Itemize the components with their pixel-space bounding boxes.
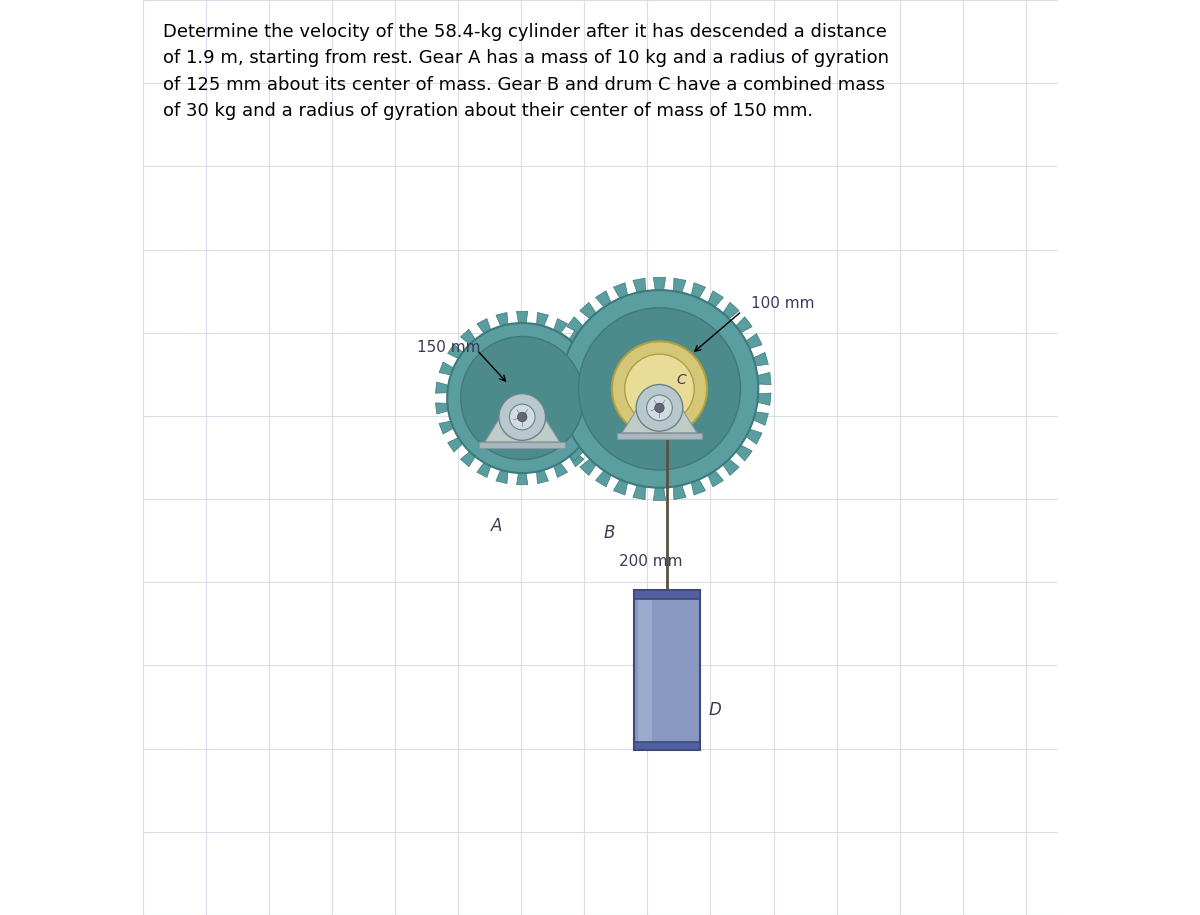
Polygon shape [553, 318, 568, 333]
Polygon shape [566, 317, 583, 333]
Polygon shape [691, 283, 706, 298]
Text: A: A [491, 517, 503, 535]
Circle shape [448, 323, 598, 473]
Polygon shape [582, 437, 596, 452]
Text: C: C [676, 372, 685, 387]
Polygon shape [595, 470, 611, 487]
Polygon shape [536, 470, 548, 484]
Polygon shape [722, 459, 739, 476]
Polygon shape [596, 403, 610, 414]
Text: 150 mm: 150 mm [418, 340, 480, 355]
Polygon shape [536, 312, 548, 326]
Text: D: D [709, 701, 721, 719]
Polygon shape [461, 329, 475, 344]
Polygon shape [754, 352, 768, 366]
Polygon shape [548, 372, 562, 384]
Polygon shape [722, 302, 739, 318]
Circle shape [612, 341, 707, 436]
Polygon shape [632, 485, 646, 500]
Polygon shape [580, 302, 596, 318]
Polygon shape [485, 417, 559, 442]
Polygon shape [461, 452, 475, 467]
Circle shape [625, 354, 695, 424]
Polygon shape [516, 473, 528, 485]
Circle shape [509, 404, 535, 430]
Polygon shape [551, 412, 565, 425]
Circle shape [636, 384, 683, 431]
Polygon shape [436, 382, 449, 393]
Text: Determine the velocity of the 58.4-kg cylinder after it has descended a distance: Determine the velocity of the 58.4-kg cy… [163, 23, 889, 120]
Polygon shape [551, 352, 565, 366]
Polygon shape [613, 479, 628, 495]
Polygon shape [557, 334, 572, 349]
Polygon shape [757, 372, 772, 384]
Polygon shape [622, 408, 697, 433]
Bar [634, 742, 700, 750]
Polygon shape [746, 429, 762, 444]
Polygon shape [653, 488, 666, 501]
Polygon shape [496, 312, 508, 326]
Circle shape [655, 404, 664, 413]
Polygon shape [653, 277, 666, 290]
Polygon shape [553, 463, 568, 478]
Polygon shape [496, 470, 508, 484]
Polygon shape [595, 291, 611, 307]
Polygon shape [548, 393, 562, 405]
Polygon shape [557, 429, 572, 444]
Circle shape [461, 337, 583, 459]
Polygon shape [516, 311, 528, 323]
Polygon shape [569, 452, 584, 467]
Polygon shape [569, 329, 584, 344]
Polygon shape [746, 334, 762, 349]
Polygon shape [673, 278, 686, 293]
Polygon shape [691, 479, 706, 495]
Polygon shape [613, 283, 628, 298]
Polygon shape [448, 344, 463, 359]
Polygon shape [582, 344, 596, 359]
Bar [637, 595, 652, 746]
Polygon shape [736, 317, 752, 333]
Circle shape [517, 413, 527, 422]
Circle shape [647, 395, 672, 421]
Polygon shape [476, 318, 491, 333]
Bar [634, 590, 700, 599]
Polygon shape [754, 412, 768, 425]
Polygon shape [708, 470, 724, 487]
Circle shape [578, 307, 740, 470]
Polygon shape [439, 362, 454, 375]
Polygon shape [708, 291, 724, 307]
Text: 100 mm: 100 mm [751, 296, 815, 311]
Polygon shape [436, 403, 449, 414]
Polygon shape [596, 382, 610, 393]
Bar [617, 433, 702, 439]
Bar [480, 442, 565, 448]
Polygon shape [736, 445, 752, 461]
Polygon shape [476, 463, 491, 478]
Circle shape [499, 393, 546, 440]
Polygon shape [448, 437, 463, 452]
Bar [634, 590, 700, 750]
Polygon shape [566, 445, 583, 461]
Polygon shape [580, 459, 596, 476]
Text: 200 mm: 200 mm [618, 554, 682, 568]
Polygon shape [590, 421, 605, 434]
Text: B: B [604, 524, 614, 543]
Circle shape [560, 290, 758, 488]
Polygon shape [590, 362, 605, 375]
Polygon shape [673, 485, 686, 500]
Polygon shape [439, 421, 454, 434]
Polygon shape [757, 393, 772, 405]
Polygon shape [632, 278, 646, 293]
